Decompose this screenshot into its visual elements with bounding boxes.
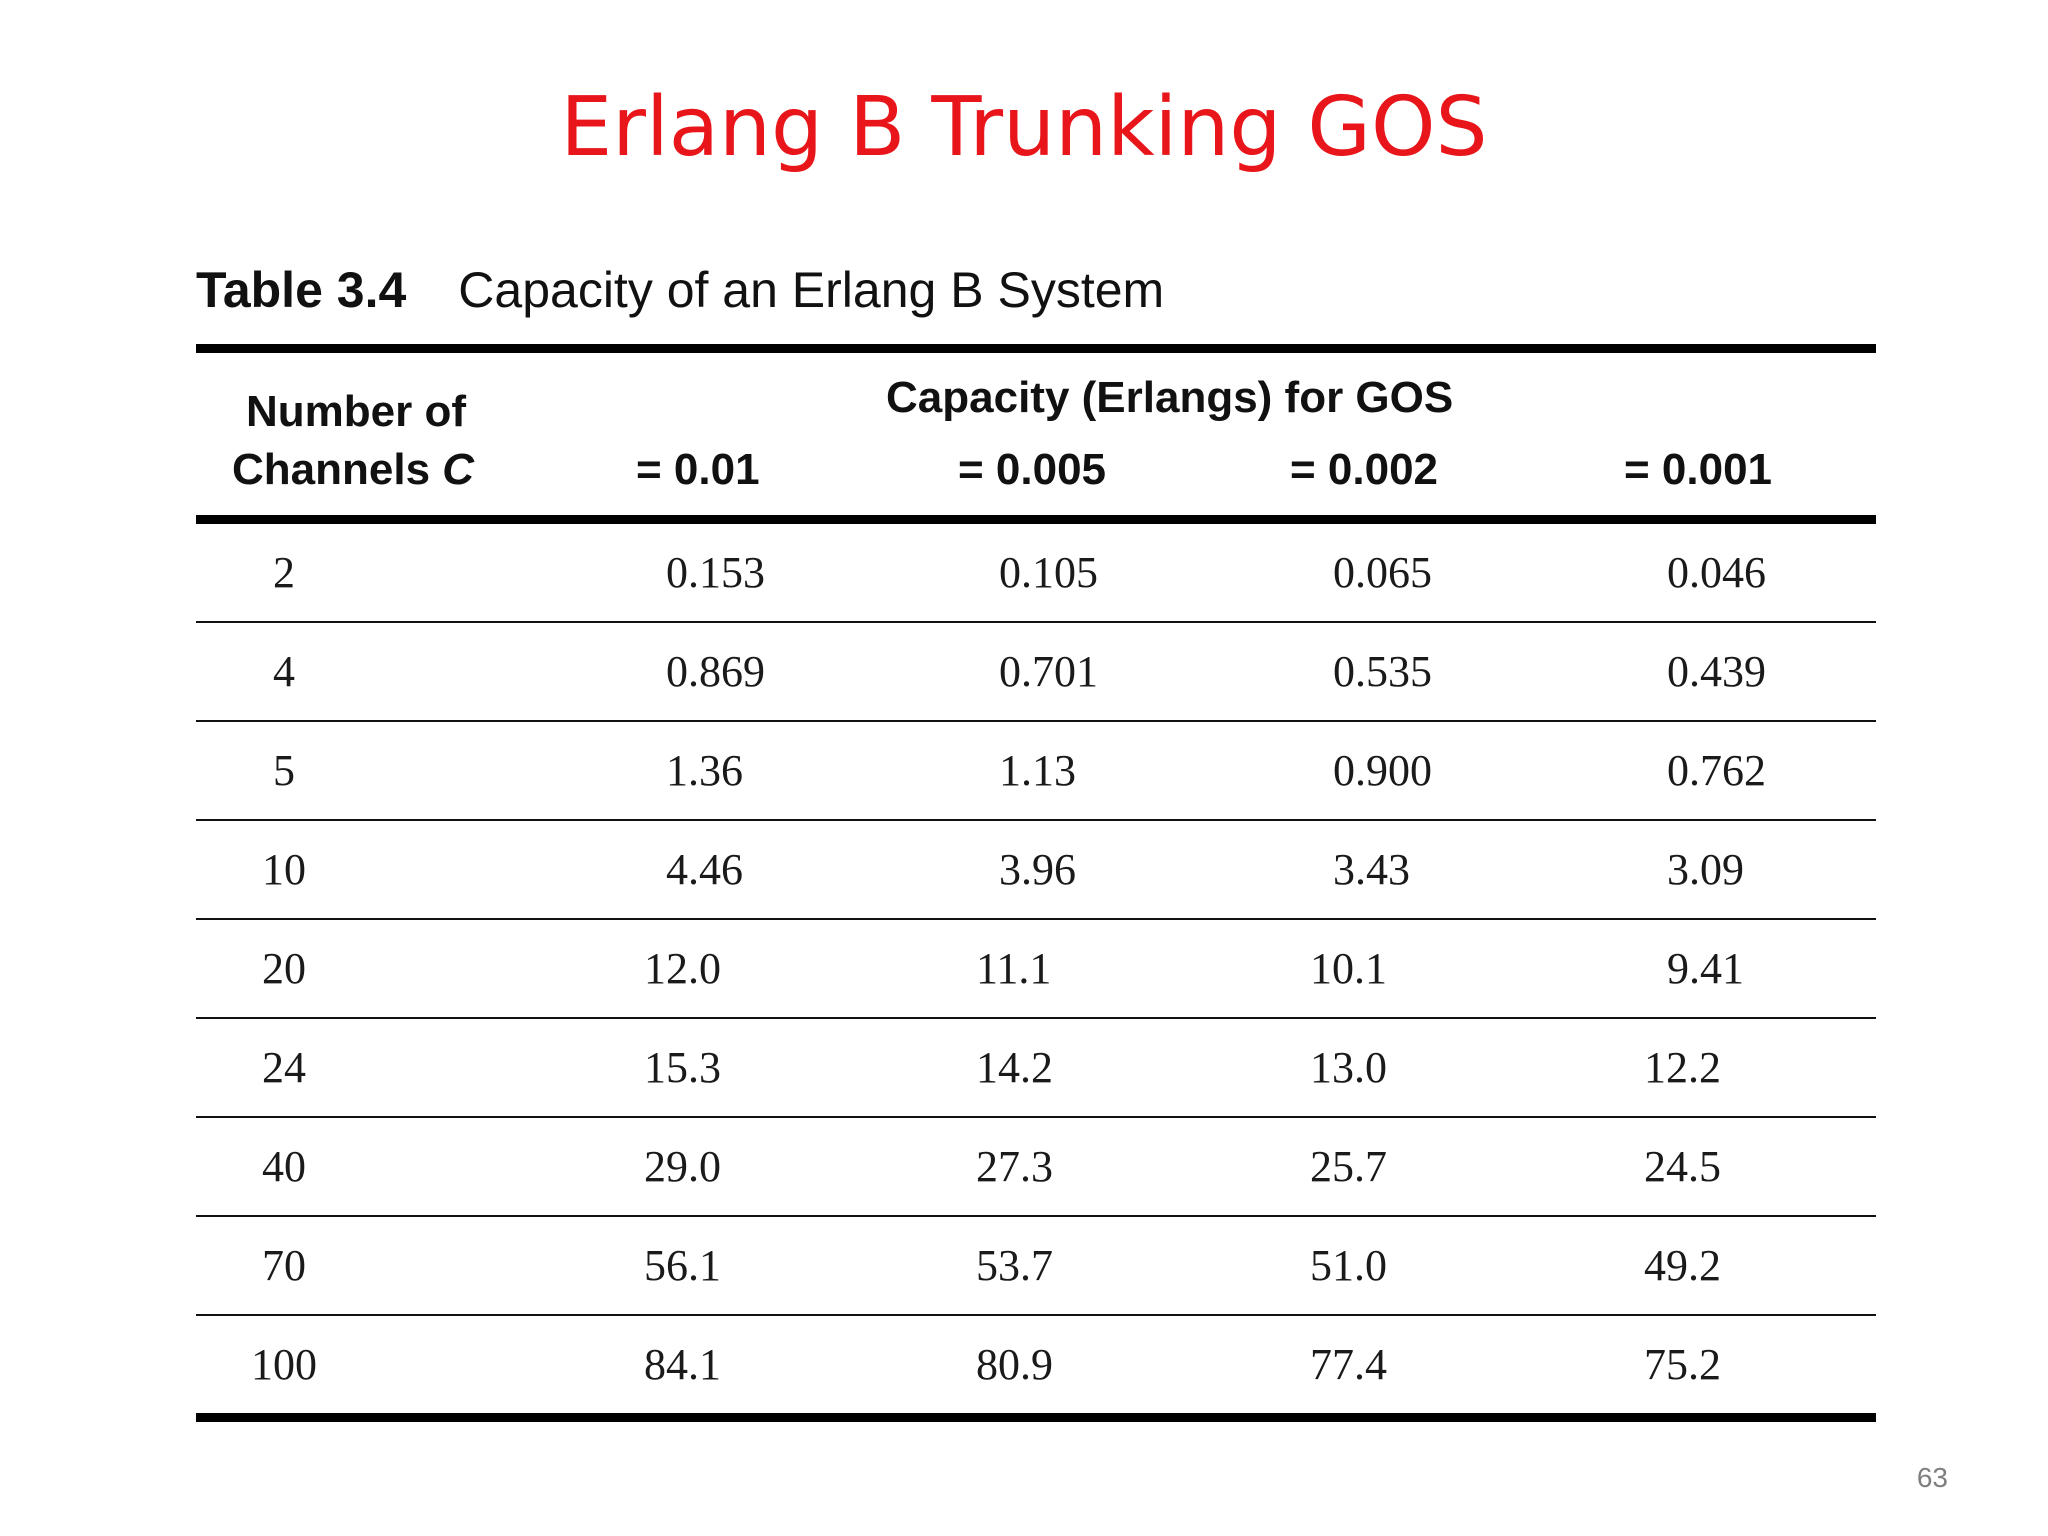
- table-top-rule: [196, 344, 1876, 353]
- table-row: 70 56.1 53.7 51.0 49.2: [196, 1217, 1876, 1314]
- cell-gos-0.005: 1.13: [999, 746, 1076, 795]
- table-row: 20 12.0 11.1 10.1 9.41: [196, 920, 1876, 1017]
- cell-gos-0.01: 0.153: [666, 548, 765, 597]
- cell-gos-0.005: 27.3: [976, 1142, 1053, 1191]
- header-gos-0.001: = 0.001: [1624, 445, 1773, 494]
- cell-gos-0.001: 0.046: [1667, 548, 1766, 597]
- table-row: 10 4.46 3.96 3.43 3.09: [196, 821, 1876, 918]
- cell-gos-0.001: 3.09: [1667, 845, 1744, 894]
- cell-gos-0.005: 14.2: [976, 1043, 1053, 1092]
- cell-gos-0.001: 0.762: [1667, 746, 1766, 795]
- table-row: 24 15.3 14.2 13.0 12.2: [196, 1019, 1876, 1116]
- table-row: 40 29.0 27.3 25.7 24.5: [196, 1118, 1876, 1215]
- cell-gos-0.002: 13.0: [1310, 1043, 1387, 1092]
- cell-gos-0.005: 3.96: [999, 845, 1076, 894]
- cell-gos-0.01: 12.0: [644, 944, 721, 993]
- cell-gos-0.005: 80.9: [976, 1340, 1053, 1389]
- row-divider: [196, 720, 1876, 722]
- row-divider: [196, 1116, 1876, 1118]
- cell-gos-0.01: 0.869: [666, 647, 765, 696]
- cell-channels: 24: [262, 1043, 306, 1092]
- cell-channels: 5: [273, 746, 295, 795]
- header-bottom-rule: [196, 515, 1876, 524]
- cell-channels: 40: [262, 1142, 306, 1191]
- cell-channels: 100: [251, 1340, 317, 1389]
- table-caption-number: Table 3.4: [196, 262, 407, 318]
- cell-gos-0.002: 77.4: [1310, 1340, 1387, 1389]
- cell-gos-0.01: 56.1: [644, 1241, 721, 1290]
- slide-title: Erlang B Trunking GOS: [560, 80, 1488, 175]
- cell-gos-0.01: 29.0: [644, 1142, 721, 1191]
- cell-gos-0.002: 51.0: [1310, 1241, 1387, 1290]
- cell-gos-0.002: 25.7: [1310, 1142, 1387, 1191]
- header-channels-line2: Channels C: [232, 441, 474, 499]
- header-gos-0.002: = 0.002: [1290, 445, 1439, 494]
- cell-gos-0.01: 84.1: [644, 1340, 721, 1389]
- table-row: 2 0.153 0.105 0.065 0.046: [196, 524, 1876, 621]
- cell-gos-0.01: 1.36: [666, 746, 743, 795]
- cell-gos-0.01: 15.3: [644, 1043, 721, 1092]
- cell-gos-0.002: 10.1: [1310, 944, 1387, 993]
- header-gos-0.01: = 0.01: [636, 445, 760, 494]
- table-header: Number of Channels C Capacity (Erlangs) …: [196, 353, 1876, 515]
- row-divider: [196, 1314, 1876, 1316]
- cell-gos-0.001: 75.2: [1644, 1340, 1721, 1389]
- cell-gos-0.005: 11.1: [976, 944, 1052, 993]
- table-caption-text: Capacity of an Erlang B System: [458, 262, 1165, 318]
- cell-gos-0.001: 9.41: [1667, 944, 1744, 993]
- header-capacity-label: Capacity (Erlangs) for GOS: [886, 373, 1454, 422]
- cell-gos-0.001: 24.5: [1644, 1142, 1721, 1191]
- row-divider: [196, 1017, 1876, 1019]
- cell-channels: 10: [262, 845, 306, 894]
- cell-gos-0.001: 49.2: [1644, 1241, 1721, 1290]
- cell-gos-0.002: 3.43: [1333, 845, 1410, 894]
- row-divider: [196, 918, 1876, 920]
- header-gos-0.005: = 0.005: [958, 445, 1107, 494]
- cell-gos-0.002: 0.535: [1333, 647, 1432, 696]
- row-divider: [196, 621, 1876, 623]
- cell-channels: 70: [262, 1241, 306, 1290]
- cell-gos-0.002: 0.900: [1333, 746, 1432, 795]
- cell-gos-0.001: 0.439: [1667, 647, 1766, 696]
- erlang-b-table: Number of Channels C Capacity (Erlangs) …: [196, 344, 1876, 1422]
- cell-gos-0.01: 4.46: [666, 845, 743, 894]
- table-bottom-rule: [196, 1413, 1876, 1422]
- page-number: 63: [1916, 1462, 1948, 1493]
- header-channels-line1: Number of: [246, 387, 466, 436]
- cell-gos-0.002: 0.065: [1333, 548, 1432, 597]
- cell-channels: 4: [273, 647, 295, 696]
- row-divider: [196, 1215, 1876, 1217]
- header-channels-variable: C: [442, 445, 475, 494]
- table-caption: Table 3.4 Capacity of an Erlang B System: [196, 258, 1164, 322]
- table-row: 4 0.869 0.701 0.535 0.439: [196, 623, 1876, 720]
- cell-gos-0.001: 12.2: [1644, 1043, 1721, 1092]
- cell-channels: 20: [262, 944, 306, 993]
- table-row: 5 1.36 1.13 0.900 0.762: [196, 722, 1876, 819]
- cell-gos-0.005: 0.701: [999, 647, 1098, 696]
- cell-gos-0.005: 53.7: [976, 1241, 1053, 1290]
- cell-channels: 2: [273, 548, 295, 597]
- header-channels-text: Channels: [232, 445, 443, 494]
- cell-gos-0.005: 0.105: [999, 548, 1098, 597]
- table-row: 100 84.1 80.9 77.4 75.2: [196, 1316, 1876, 1413]
- row-divider: [196, 819, 1876, 821]
